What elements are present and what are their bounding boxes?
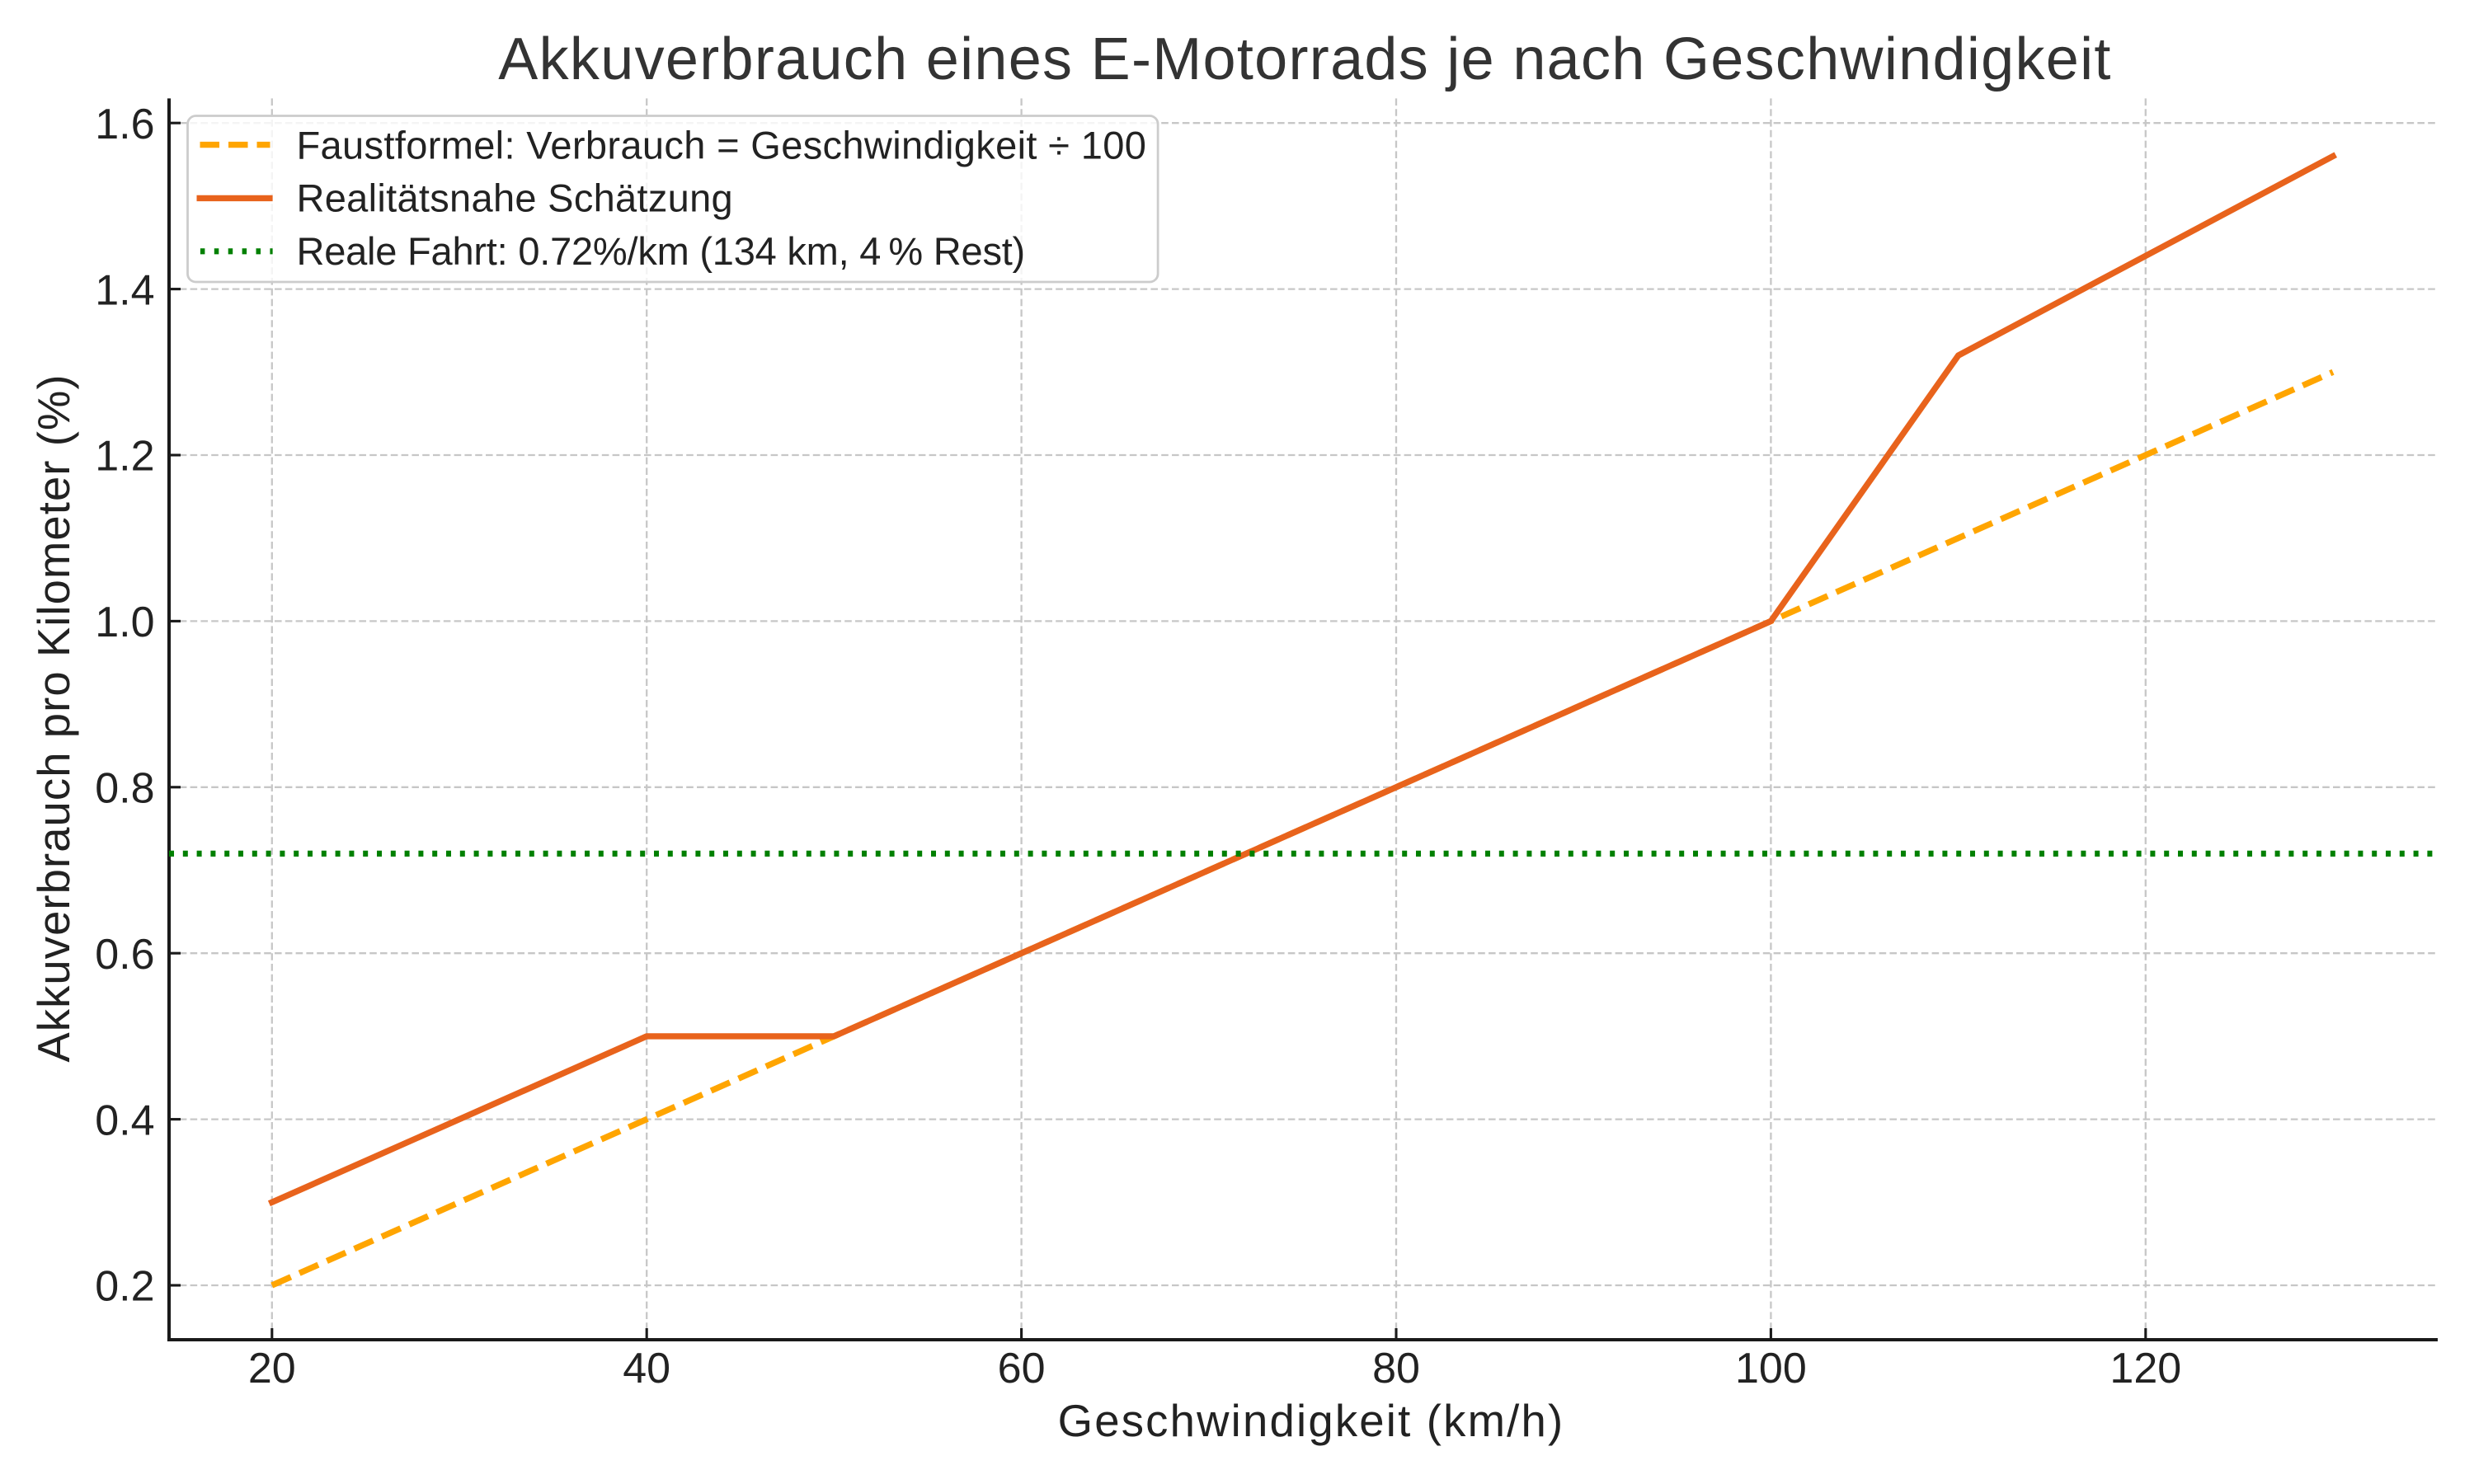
- svg-text:0.8: 0.8: [95, 765, 154, 813]
- svg-text:1.6: 1.6: [95, 101, 154, 148]
- svg-text:20: 20: [248, 1345, 296, 1392]
- svg-text:0.6: 0.6: [95, 931, 154, 979]
- svg-text:40: 40: [623, 1345, 670, 1392]
- svg-text:1.4: 1.4: [95, 266, 154, 314]
- svg-text:Realitätsnahe Schätzung: Realitätsnahe Schätzung: [297, 176, 733, 220]
- svg-text:120: 120: [2109, 1345, 2181, 1392]
- svg-text:Akkuverbrauch pro Kilometer (%: Akkuverbrauch pro Kilometer (%): [29, 373, 79, 1062]
- svg-text:Reale Fahrt: 0.72%/km (134 km,: Reale Fahrt: 0.72%/km (134 km, 4 % Rest): [297, 229, 1026, 273]
- svg-text:Faustformel: Verbrauch = Gesch: Faustformel: Verbrauch = Geschwindigkeit…: [297, 124, 1147, 167]
- svg-text:0.2: 0.2: [95, 1263, 154, 1311]
- svg-text:80: 80: [1372, 1345, 1420, 1392]
- svg-text:100: 100: [1735, 1345, 1807, 1392]
- svg-text:60: 60: [998, 1345, 1046, 1392]
- svg-text:Geschwindigkeit (km/h): Geschwindigkeit (km/h): [1058, 1396, 1565, 1446]
- svg-text:0.4: 0.4: [95, 1097, 154, 1144]
- svg-text:1.2: 1.2: [95, 433, 154, 481]
- svg-text:Akkuverbrauch eines E-Motorrad: Akkuverbrauch eines E-Motorrads je nach …: [498, 26, 2111, 92]
- svg-text:1.0: 1.0: [95, 599, 154, 646]
